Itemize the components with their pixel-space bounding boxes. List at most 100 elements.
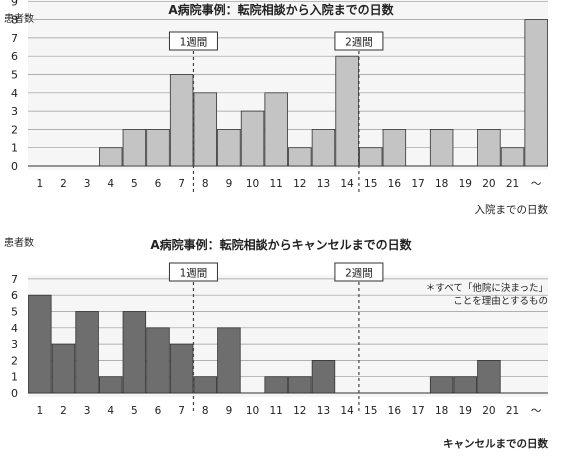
plot-background	[28, 0, 548, 170]
week-marker-label: 1週間	[180, 268, 208, 280]
chart-title: A病院事例：転院相談から入院までの日数	[168, 2, 394, 17]
x-tick-label: 7	[178, 405, 185, 417]
x-tick-label: 13	[317, 178, 330, 190]
x-tick-label: 12	[293, 178, 306, 190]
y-tick-label: 8	[11, 14, 18, 27]
week-marker-label: 1週間	[180, 37, 208, 49]
x-tick-label: 2	[60, 178, 67, 190]
bar	[478, 129, 501, 166]
x-tick-label: 8	[202, 405, 209, 417]
bar	[218, 328, 241, 393]
bar	[218, 129, 241, 166]
y-tick-label: 6	[11, 50, 18, 63]
bar	[99, 148, 122, 166]
bar	[76, 312, 99, 394]
x-tick-label: ～	[531, 178, 542, 190]
x-tick-label: 11	[269, 405, 282, 417]
x-tick-label: 20	[482, 178, 495, 190]
x-tick-label: 19	[459, 405, 472, 417]
x-tick-label: 7	[178, 178, 185, 190]
x-tick-label: 21	[506, 178, 519, 190]
x-tick-label: 8	[202, 178, 209, 190]
bar	[170, 344, 193, 393]
x-tick-label: 4	[107, 178, 114, 190]
x-tick-label: 12	[293, 405, 306, 417]
y-tick-label: 2	[11, 354, 18, 367]
bar	[265, 93, 288, 166]
x-tick-label: 11	[269, 178, 282, 190]
x-axis-label: キャンセルまでの日数	[443, 437, 548, 450]
bar	[312, 360, 335, 393]
bar	[289, 148, 312, 166]
y-tick-label: 7	[11, 273, 18, 286]
bar	[265, 377, 288, 393]
y-tick-label: 4	[11, 87, 18, 100]
x-tick-label: 13	[317, 405, 330, 417]
x-axis-label: 入院までの日数	[475, 203, 549, 216]
y-tick-label: 3	[11, 338, 18, 351]
bar	[454, 377, 477, 393]
x-tick-label: 17	[411, 178, 424, 190]
bar	[501, 148, 524, 166]
x-tick-label: 15	[364, 178, 377, 190]
chart-title: A病院事例：転院相談からキャンセルまでの日数	[150, 237, 412, 252]
bar	[478, 360, 501, 393]
week-marker-label: 2週間	[345, 37, 373, 49]
x-tick-label: 19	[459, 178, 472, 190]
x-tick-label: 4	[107, 405, 114, 417]
x-tick-label: 6	[155, 178, 162, 190]
y-axis-label: 患者数	[4, 236, 34, 249]
y-tick-label: 9	[11, 0, 18, 8]
bar	[123, 129, 146, 166]
x-tick-label: 3	[84, 178, 91, 190]
bar	[194, 93, 217, 166]
bar	[52, 344, 75, 393]
y-tick-label: 6	[11, 289, 18, 302]
x-tick-label: 9	[226, 178, 233, 190]
bar	[194, 377, 217, 393]
bar	[383, 129, 406, 166]
bar	[430, 377, 453, 393]
x-tick-label: 5	[131, 178, 138, 190]
bar	[525, 20, 548, 166]
x-tick-label: 1	[36, 405, 43, 417]
bar	[336, 56, 359, 166]
week-marker-label: 2週間	[345, 268, 373, 280]
bar	[170, 75, 193, 167]
x-tick-label: ～	[531, 405, 542, 417]
chart-note: ことを理由とするもの	[453, 295, 548, 307]
y-tick-label: 1	[11, 371, 18, 384]
y-tick-label: 5	[11, 306, 18, 319]
y-tick-label: 3	[11, 105, 18, 118]
x-tick-label: 14	[340, 405, 354, 417]
x-tick-label: 9	[226, 405, 233, 417]
chart-note: ＊すべて「他院に決まった」	[426, 282, 548, 294]
x-tick-label: 10	[246, 405, 259, 417]
bar	[359, 148, 382, 166]
x-tick-label: 2	[60, 405, 67, 417]
y-tick-label: 0	[11, 387, 18, 400]
x-tick-label: 10	[246, 178, 259, 190]
bar	[430, 129, 453, 166]
x-tick-label: 16	[388, 405, 402, 417]
bar	[29, 295, 52, 393]
bar	[123, 312, 146, 394]
y-tick-label: 5	[11, 69, 18, 82]
x-tick-label: 16	[388, 178, 402, 190]
bar	[241, 111, 264, 166]
x-tick-label: 1	[36, 178, 43, 190]
y-axis-label: 患者数	[4, 12, 34, 25]
y-tick-label: 2	[11, 123, 18, 136]
x-tick-label: 18	[435, 178, 448, 190]
bar	[99, 377, 122, 393]
x-tick-label: 14	[340, 178, 354, 190]
x-tick-label: 5	[131, 405, 138, 417]
x-tick-label: 15	[364, 405, 377, 417]
y-tick-label: 0	[11, 160, 18, 173]
x-tick-label: 18	[435, 405, 448, 417]
x-tick-label: 21	[506, 405, 519, 417]
bar	[312, 129, 335, 166]
